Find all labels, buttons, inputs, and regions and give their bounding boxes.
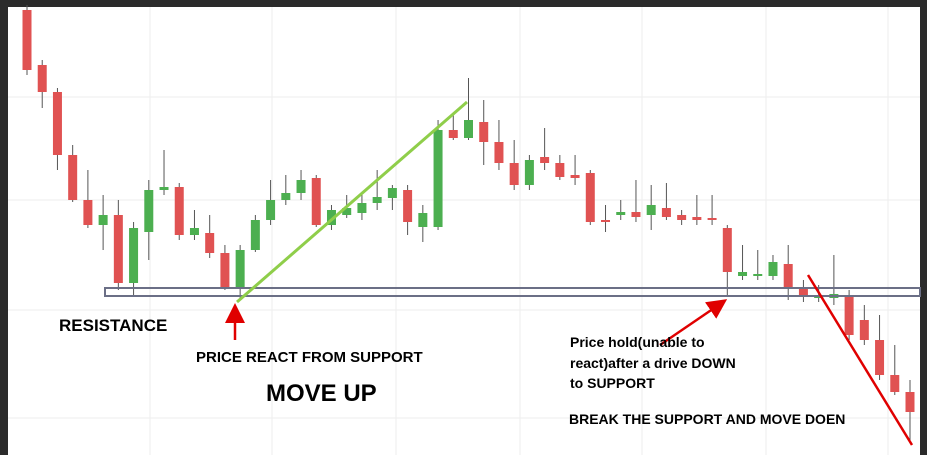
candle-body: [646, 205, 656, 215]
candle-body: [555, 163, 565, 177]
candle-body: [433, 130, 443, 227]
annotation: react)after a drive DOWN: [570, 355, 736, 371]
candle-body: [890, 375, 900, 392]
candle-body: [83, 200, 93, 225]
candle-body: [524, 160, 534, 185]
trend-line: [236, 100, 468, 304]
candle-body: [144, 190, 154, 232]
candle-body: [311, 178, 321, 225]
candle-body: [631, 212, 641, 217]
candle-body: [418, 213, 428, 227]
candle-body: [768, 262, 778, 276]
candle-body: [753, 274, 763, 276]
candle-body: [220, 253, 230, 287]
candle-body: [266, 200, 276, 220]
candle-body: [585, 173, 595, 222]
support-zone: [104, 287, 921, 297]
break-line: [806, 274, 914, 446]
candle-body: [205, 233, 215, 253]
candle-body: [68, 155, 78, 200]
candle-body: [129, 228, 139, 283]
candle-body: [22, 10, 32, 70]
candle-body: [235, 250, 245, 287]
arrow: [659, 299, 728, 347]
annotation: PRICE REACT FROM SUPPORT: [196, 349, 423, 366]
candle-body: [859, 320, 869, 340]
candle-body: [98, 215, 108, 225]
candle-body: [113, 215, 123, 283]
candle-body: [616, 212, 626, 215]
candle-body: [509, 163, 519, 185]
candle-body: [281, 193, 291, 200]
candles: [22, 5, 915, 440]
candle-body: [540, 157, 550, 163]
candle-body: [783, 264, 793, 287]
candle-body: [372, 197, 382, 203]
candle-body: [875, 340, 885, 375]
annotation: MOVE UP: [266, 380, 377, 407]
candle-body: [159, 187, 169, 190]
plot-background: [8, 7, 920, 455]
annotation: BREAK THE SUPPORT AND MOVE DOEN: [569, 411, 845, 427]
candle-body: [692, 217, 702, 220]
candle-body: [326, 210, 336, 225]
candle-body: [677, 215, 687, 220]
candle-body: [52, 92, 62, 155]
annotation: to SUPPORT: [570, 375, 655, 391]
candle-body: [601, 220, 611, 222]
candle-body: [570, 175, 580, 178]
annotation: Price hold(unable to: [570, 334, 705, 350]
candle-body: [250, 220, 260, 250]
candle-body: [798, 288, 808, 297]
candle-body: [722, 228, 732, 272]
candle-body: [296, 180, 306, 193]
candle-body: [403, 190, 413, 222]
candle-body: [464, 120, 473, 138]
candle-body: [905, 392, 915, 412]
candle-body: [37, 65, 47, 92]
candle-body: [844, 295, 854, 335]
grid: [8, 7, 920, 455]
candle-body: [494, 142, 504, 163]
candle-body: [448, 130, 458, 138]
candle-body: [342, 208, 352, 215]
candle-body: [707, 218, 717, 220]
candle-body: [387, 188, 397, 198]
candle-body: [661, 208, 671, 217]
candle-body: [357, 203, 367, 213]
annotation: RESISTANCE: [59, 316, 167, 335]
candle-body: [174, 187, 184, 235]
candle-body: [738, 272, 748, 276]
candle-body: [479, 122, 489, 142]
candle-body: [189, 228, 199, 235]
